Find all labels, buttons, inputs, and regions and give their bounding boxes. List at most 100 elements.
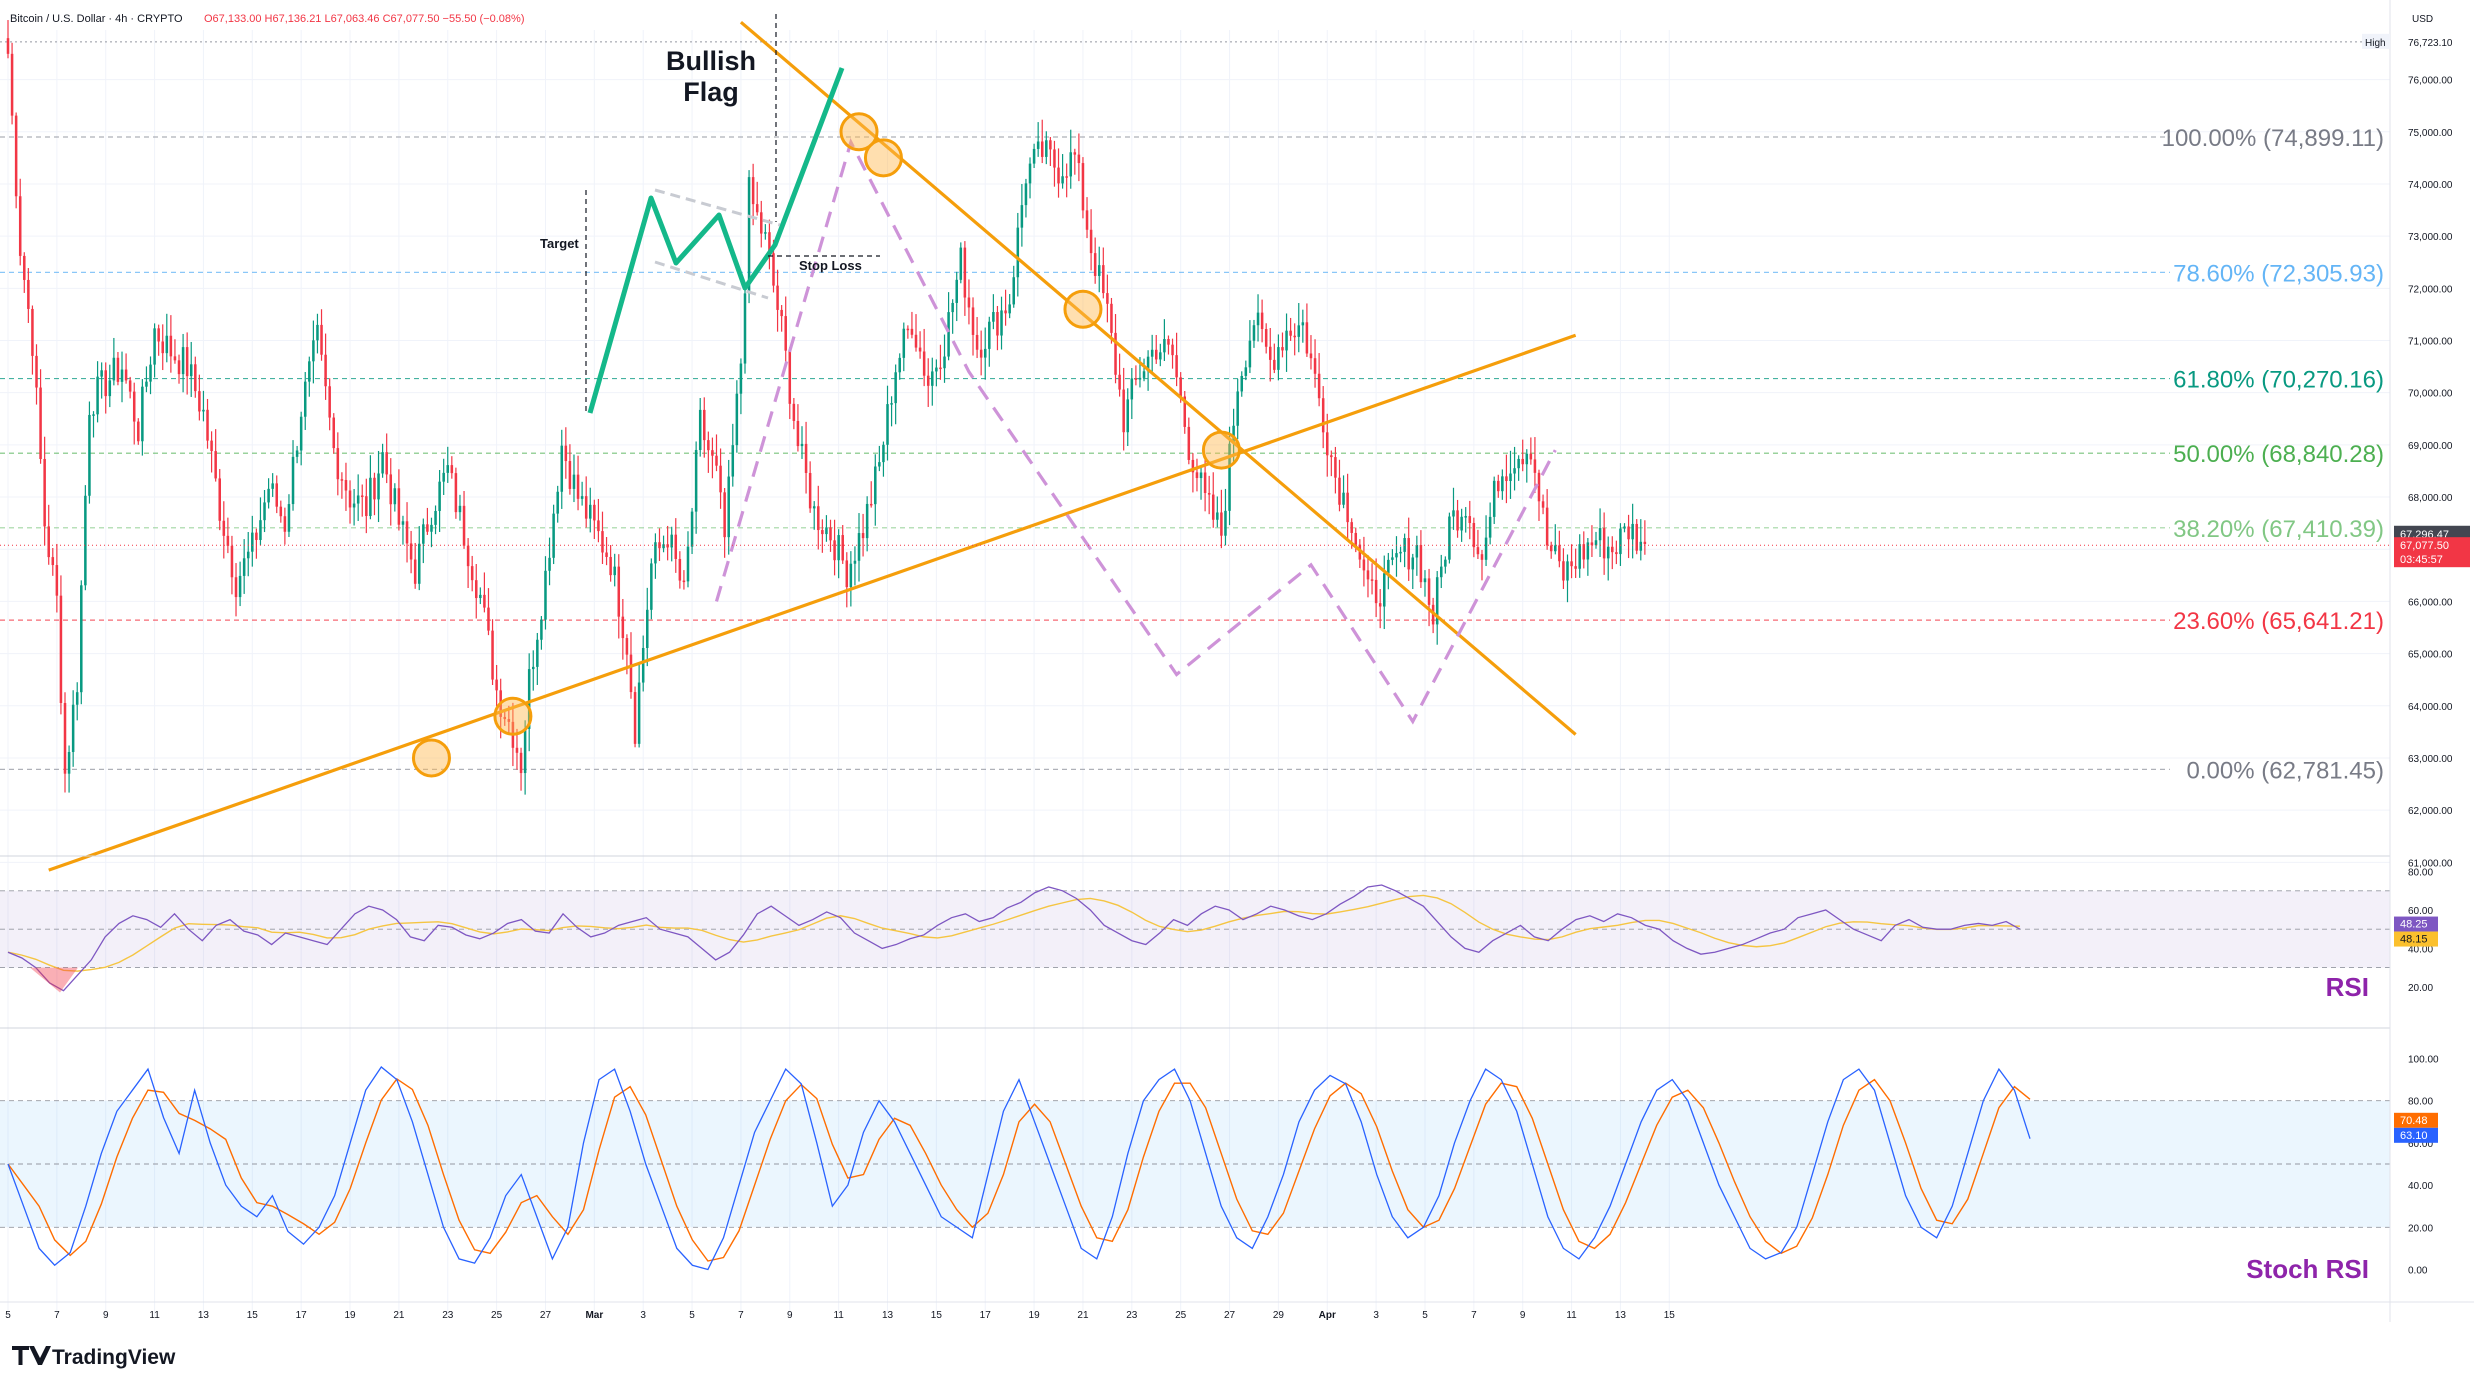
stoch-d-tag: [2394, 1112, 2438, 1128]
time-axis[interactable]: 5 7 9 11 13 15 17 19 21 23 25 27 Mar 3 5 7 9 11 13 15 17 19 21…: [0, 1301, 2474, 1321]
candle-body: [1065, 176, 1068, 178]
candle-body: [788, 350, 792, 404]
candle-body: [1362, 559, 1366, 571]
candle-body: [874, 466, 877, 505]
candle-body: [373, 477, 376, 500]
time-tick-label: 27: [1224, 1310, 1236, 1321]
rsi-ma-value: 48.15: [2400, 934, 2428, 946]
symbol-title[interactable]: Bitcoin / U.S. Dollar · 4h · CRYPTO: [10, 13, 183, 25]
candle-body: [169, 335, 173, 357]
candle-body: [641, 647, 645, 683]
candle-body: [955, 279, 958, 303]
candle-body: [1122, 389, 1125, 433]
candle-body: [1330, 455, 1333, 458]
candle-body: [564, 445, 568, 462]
candle-body: [450, 465, 454, 474]
bullish-flag-annotation[interactable]: [585, 14, 880, 414]
candle-body: [210, 440, 213, 452]
stoch-rsi-panel[interactable]: [0, 1027, 2390, 1271]
touch-point-marker[interactable]: [1201, 430, 1241, 470]
candle-body: [1456, 510, 1459, 531]
candle-body: [792, 403, 796, 421]
candle-body: [776, 285, 779, 310]
flag-pattern-path[interactable]: [587, 67, 845, 414]
candle-body: [1391, 557, 1394, 560]
price-tick-label: 69,000.00: [2408, 441, 2453, 452]
candle-body: [405, 521, 409, 544]
candle-body: [1492, 480, 1496, 517]
candle-body: [568, 461, 572, 489]
candle-body: [609, 556, 612, 576]
touch-point-marker[interactable]: [493, 696, 533, 736]
candle-body: [943, 356, 946, 369]
candle-body: [279, 506, 283, 517]
candle-body: [1643, 541, 1647, 545]
candle-body: [332, 417, 336, 449]
candle-body: [755, 204, 759, 213]
candle-body: [1468, 516, 1472, 523]
rsi-panel[interactable]: [0, 855, 2390, 993]
candle-body: [417, 543, 421, 584]
time-tick-label: 7: [54, 1310, 60, 1321]
candle-body: [572, 474, 576, 489]
time-tick-label: Mar: [585, 1310, 603, 1321]
touch-point-marker[interactable]: [411, 738, 451, 778]
candle-body: [1057, 167, 1060, 184]
candle-body: [1521, 458, 1524, 465]
candle-body: [242, 558, 246, 576]
rsi-tick-label: 80.00: [2408, 868, 2433, 879]
tradingview-logo[interactable]: TradingView: [12, 1346, 176, 1369]
candle-body: [401, 521, 405, 525]
candle-body: [1562, 561, 1565, 581]
rsi-ma-line: [7, 894, 2021, 972]
candle-body: [1501, 476, 1504, 492]
fib-retracement[interactable]: 100.00% (74,899.11) 78.60% (72,305.93) 61.…: [0, 125, 2384, 784]
candle-body: [1142, 371, 1146, 378]
candle-body: [670, 534, 673, 548]
price-tick-label: 65,000.00: [2408, 650, 2453, 661]
candle-body: [1248, 340, 1252, 368]
candle-body: [784, 316, 787, 351]
candle-body: [662, 544, 665, 549]
candle-body: [458, 505, 462, 513]
candle-body: [817, 506, 820, 531]
support-trendline[interactable]: [48, 333, 1577, 872]
candle-body: [1012, 277, 1015, 305]
stoch-d-value: 70.48: [2400, 1115, 2428, 1127]
touch-point-marker[interactable]: [839, 112, 879, 152]
candle-body: [1383, 573, 1386, 607]
time-tick-label: 7: [738, 1310, 744, 1321]
candle-body: [519, 752, 523, 774]
candle-body: [515, 747, 519, 753]
candle-body: [906, 328, 910, 331]
candle-body: [1004, 310, 1007, 314]
candle-body: [886, 404, 889, 445]
candle-body: [108, 380, 112, 397]
candle-body: [479, 594, 482, 599]
candle-body: [369, 477, 372, 517]
candle-body: [1085, 210, 1089, 230]
candle-body: [141, 386, 144, 442]
time-tick-label: 25: [1175, 1310, 1187, 1321]
price-axes[interactable]: 61,000.00 62,000.00 63,000.00 64,000.00 65,0…: [0, 0, 2470, 1322]
candle-body: [145, 381, 148, 387]
touch-point-marker[interactable]: [863, 138, 903, 178]
rsi-tick-label: 60.00: [2408, 906, 2433, 917]
candle-body: [1334, 457, 1337, 478]
candle-body: [67, 751, 71, 774]
high-value-label: 76,723.10: [2408, 38, 2453, 49]
candle-body: [1289, 330, 1292, 336]
candle-body: [1301, 322, 1305, 326]
candle-body: [474, 580, 478, 599]
candle-body: [246, 551, 250, 559]
candle-body: [1069, 152, 1073, 177]
touch-point-marker[interactable]: [1063, 289, 1103, 329]
candle-body: [1407, 538, 1410, 570]
trend-drawings[interactable]: [48, 20, 1577, 872]
candle-body: [1611, 546, 1614, 553]
price-tick-label: 66,000.00: [2408, 597, 2453, 608]
zigzag-channel-path[interactable]: [714, 137, 1557, 725]
candle-body: [1195, 472, 1199, 479]
time-tick-label: 23: [442, 1310, 454, 1321]
candle-body: [308, 361, 311, 382]
